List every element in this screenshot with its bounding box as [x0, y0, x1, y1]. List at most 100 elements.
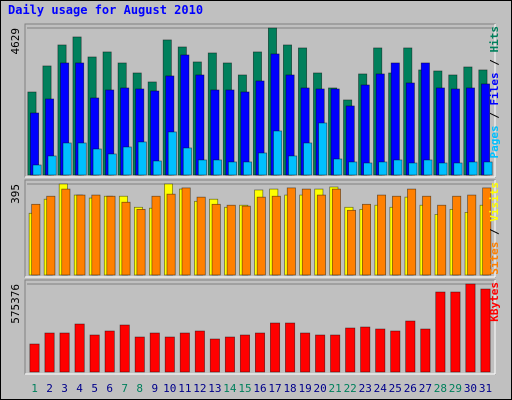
- legend-item: Visits: [488, 182, 501, 222]
- bar: [46, 195, 56, 276]
- bar: [301, 188, 311, 276]
- bar: [243, 161, 253, 176]
- bar: [420, 328, 431, 373]
- bar: [32, 164, 42, 176]
- bar: [345, 327, 356, 373]
- x-tick-label: 28: [434, 382, 447, 395]
- bar: [390, 62, 400, 176]
- bar: [254, 332, 266, 373]
- bar: [465, 283, 476, 373]
- x-tick-label: 21: [329, 382, 342, 395]
- bar: [348, 161, 358, 176]
- bar: [360, 84, 370, 176]
- bar: [392, 195, 402, 276]
- bar: [194, 330, 205, 373]
- bar: [106, 195, 116, 276]
- bar: [407, 188, 417, 276]
- bar: [315, 334, 326, 373]
- bar: [258, 152, 268, 176]
- bar: [134, 336, 145, 373]
- x-tick-label: 4: [76, 382, 83, 395]
- bar: [136, 208, 146, 276]
- bar: [212, 159, 222, 176]
- x-tick-label: 19: [298, 382, 311, 395]
- bar: [483, 161, 493, 176]
- bar: [390, 330, 401, 373]
- bar: [152, 160, 162, 176]
- bar: [378, 161, 388, 176]
- bar: [89, 334, 100, 373]
- legend-item: Files: [488, 72, 501, 105]
- legend-separator: /: [488, 106, 501, 126]
- x-tick-label: 17: [268, 382, 281, 395]
- bar: [438, 162, 448, 176]
- y-tick-label: 395: [9, 184, 22, 204]
- bar: [273, 130, 283, 176]
- legend-separator: /: [488, 53, 501, 73]
- x-tick-label: 11: [178, 382, 191, 395]
- bar: [31, 203, 41, 276]
- x-tick-label: 18: [283, 382, 296, 395]
- x-tick-label: 30: [464, 382, 477, 395]
- bar: [271, 195, 281, 276]
- bar: [285, 322, 296, 373]
- bar: [137, 141, 147, 176]
- legend: KBytes: [488, 282, 501, 322]
- x-tick-label: 3: [61, 382, 68, 395]
- bar: [437, 204, 447, 276]
- bar: [482, 187, 492, 276]
- bar: [197, 159, 207, 176]
- bar: [149, 332, 160, 373]
- bar: [256, 196, 266, 276]
- bar: [408, 162, 418, 176]
- bar: [196, 196, 206, 276]
- x-tick-label: 10: [163, 382, 176, 395]
- legend-item: Pages: [488, 125, 501, 158]
- bar: [182, 147, 192, 176]
- bar: [47, 155, 57, 176]
- bar: [181, 187, 191, 276]
- x-tick-label: 8: [136, 382, 143, 395]
- x-tick-label: 14: [223, 382, 237, 395]
- bar: [405, 82, 415, 176]
- bar: [166, 193, 176, 276]
- bar: [74, 323, 85, 373]
- bar: [452, 195, 462, 276]
- bar: [423, 159, 433, 176]
- bar: [77, 142, 87, 176]
- bar: [375, 73, 385, 176]
- x-tick-label: 31: [479, 382, 492, 395]
- bar: [224, 336, 235, 373]
- bar: [480, 288, 491, 373]
- bar: [44, 332, 55, 373]
- bar: [92, 148, 102, 176]
- bar: [300, 332, 311, 373]
- x-tick-label: 2: [46, 382, 53, 395]
- bar: [450, 88, 460, 176]
- bar: [226, 204, 236, 276]
- bar: [119, 324, 130, 373]
- bar: [288, 155, 298, 176]
- bar: [107, 153, 117, 176]
- bar: [151, 195, 161, 276]
- x-tick-label: 15: [238, 382, 251, 395]
- bar: [467, 194, 477, 276]
- bar: [29, 343, 40, 373]
- x-tick-label: 9: [151, 382, 158, 395]
- chart-title: Daily usage for August 2010: [8, 3, 203, 17]
- bar: [435, 291, 446, 373]
- bar: [316, 194, 326, 276]
- bar: [405, 320, 416, 373]
- bar: [422, 195, 432, 276]
- x-tick-label: 13: [208, 382, 221, 395]
- bar: [303, 142, 313, 176]
- y-tick-label: 4629: [9, 28, 22, 55]
- x-tick-label: 23: [359, 382, 372, 395]
- bar: [164, 336, 175, 373]
- bar: [333, 158, 343, 176]
- bar: [209, 338, 220, 373]
- legend: Pages / Files / Hits: [488, 26, 501, 159]
- legend-item: KBytes: [488, 282, 501, 322]
- bar: [121, 201, 131, 276]
